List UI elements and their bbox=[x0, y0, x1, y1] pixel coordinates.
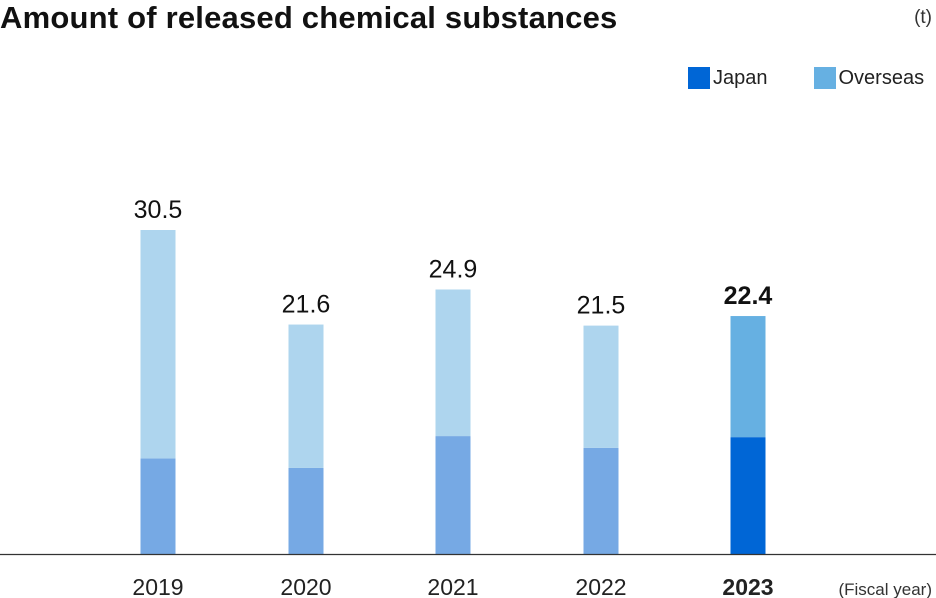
total-label-2019: 30.5 bbox=[134, 196, 183, 224]
x-tick-2023: 2023 bbox=[722, 574, 773, 598]
total-label-2021: 24.9 bbox=[429, 255, 478, 283]
total-label-2022: 21.5 bbox=[577, 292, 626, 320]
bar-overseas-2019 bbox=[140, 230, 176, 459]
legend-label-japan: Japan bbox=[713, 67, 768, 89]
bar-japan-2023 bbox=[730, 437, 766, 554]
total-label-2020: 21.6 bbox=[282, 291, 331, 319]
x-tick-2021: 2021 bbox=[427, 574, 478, 598]
x-tick-2022: 2022 bbox=[575, 574, 626, 598]
bar-japan-2022 bbox=[583, 447, 619, 554]
x-tick-2020: 2020 bbox=[280, 574, 331, 598]
bar-japan-2019 bbox=[140, 458, 176, 554]
legend-swatch-japan bbox=[688, 67, 710, 89]
legend-item-japan: Japan bbox=[688, 64, 768, 92]
x-axis-label: (Fiscal year) bbox=[838, 580, 932, 598]
bar-japan-2020 bbox=[288, 467, 324, 554]
total-label-2023: 22.4 bbox=[724, 282, 773, 310]
legend-swatch-overseas bbox=[813, 67, 836, 89]
bar-overseas-2021 bbox=[435, 289, 471, 437]
legend: Japan Overseas bbox=[688, 64, 924, 92]
bar-overseas-2023 bbox=[730, 316, 766, 438]
chart-title: Amount of released chemical substances bbox=[0, 0, 618, 35]
x-tick-2019: 2019 bbox=[132, 574, 183, 598]
legend-label-overseas: Overseas bbox=[838, 67, 925, 89]
bar-overseas-2020 bbox=[288, 324, 324, 468]
legend-item-overseas: Overseas bbox=[813, 64, 925, 92]
bar-overseas-2022 bbox=[583, 325, 619, 448]
bar-japan-2021 bbox=[435, 436, 471, 554]
unit-label: (t) bbox=[914, 7, 932, 28]
